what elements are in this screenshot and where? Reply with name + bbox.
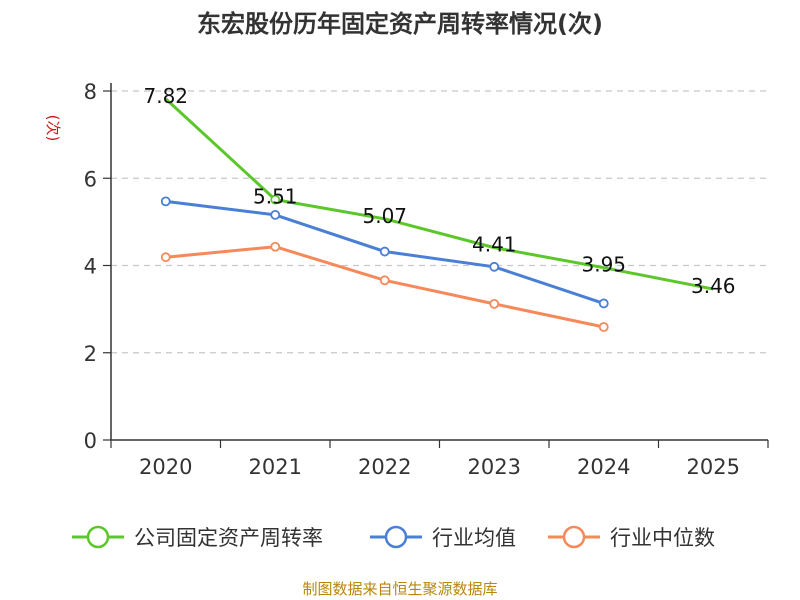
legend-item-1[interactable]: 行业均值 (370, 525, 516, 550)
x-tick-label-2022: 2022 (358, 455, 411, 479)
series-lines (160, 97, 714, 332)
y-axis-label: (次) (44, 115, 62, 142)
grid-lines (111, 90, 768, 354)
point-2-2024[interactable] (598, 322, 609, 332)
legend-label-0: 公司固定资产周转率 (134, 526, 323, 550)
axes: 0 2 4 6 8 2020 2021 2022 2023 2024 2025 (84, 80, 769, 479)
data-label-2020: 7.82 (143, 84, 188, 108)
y-tick-label-8: 8 (84, 80, 97, 104)
y-tick-label-4: 4 (84, 255, 97, 279)
data-label-2025: 3.46 (691, 274, 736, 298)
y-tick-label-0: 0 (84, 429, 97, 453)
point-1-2022[interactable] (379, 246, 390, 257)
point-1-2020[interactable] (160, 196, 171, 207)
x-tick-label-2024: 2024 (577, 455, 630, 479)
point-2-2023[interactable] (489, 298, 500, 309)
legend-label-1: 行业均值 (432, 526, 516, 550)
point-1-2024[interactable] (598, 298, 609, 309)
point-2-2020[interactable] (160, 252, 171, 263)
point-1-2021[interactable] (270, 209, 281, 220)
data-labels: 7.82 5.51 5.07 4.41 3.95 3.46 (143, 84, 735, 298)
point-2-2021[interactable] (270, 241, 281, 252)
data-label-2024: 3.95 (581, 253, 626, 277)
series-0 (164, 97, 714, 291)
source-note: 制图数据来自恒生聚源数据库 (302, 580, 497, 598)
series-line-0 (164, 97, 714, 291)
y-tick-label-2: 2 (84, 342, 97, 366)
legend-marker-1 (384, 525, 408, 549)
data-label-2023: 4.41 (472, 233, 517, 257)
x-tick-label-2020: 2020 (139, 455, 192, 479)
legend-item-2[interactable]: 行业中位数 (548, 525, 715, 550)
data-label-2021: 5.51 (253, 185, 298, 209)
series-line-2 (165, 245, 605, 329)
legend-marker-2 (562, 525, 586, 549)
point-1-2023[interactable] (489, 261, 500, 272)
x-tick-label-2021: 2021 (249, 455, 302, 479)
chart-title: 东宏股份历年固定资产周转率情况(次) (197, 10, 603, 38)
x-tick-label-2025: 2025 (687, 455, 740, 479)
y-tick-label-6: 6 (84, 167, 97, 191)
legend-item-0[interactable]: 公司固定资产周转率 (72, 525, 323, 550)
legend-marker-0 (86, 525, 110, 549)
legend-label-2: 行业中位数 (610, 526, 715, 550)
series-2 (160, 241, 609, 332)
point-0-2021[interactable] (270, 194, 281, 205)
data-label-2022: 5.07 (362, 204, 407, 228)
point-2-2022[interactable] (379, 275, 390, 286)
series-1 (160, 196, 609, 309)
legend[interactable]: 公司固定资产周转率 行业均值 行业中位数 (72, 525, 715, 550)
x-tick-label-2023: 2023 (468, 455, 521, 479)
